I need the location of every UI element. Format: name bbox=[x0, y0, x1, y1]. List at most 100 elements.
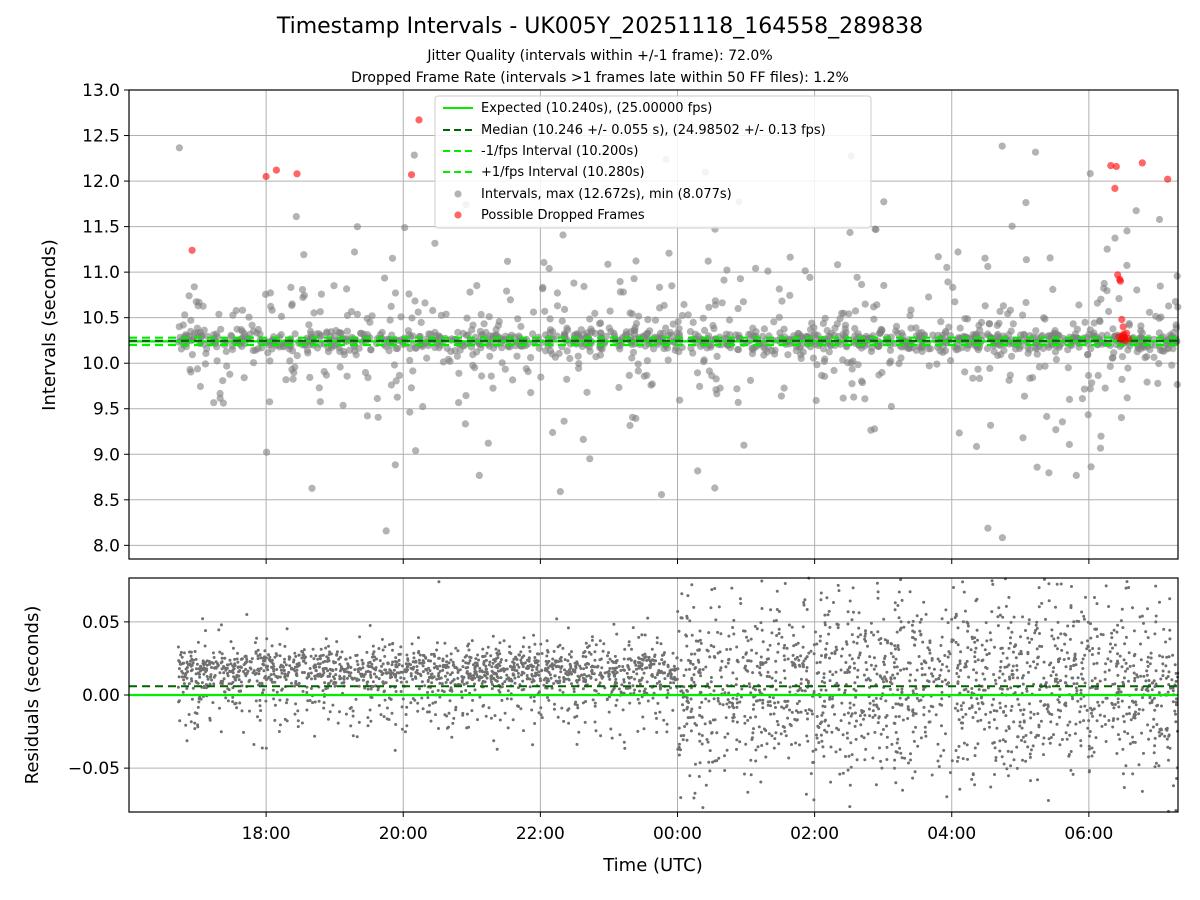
residual-point bbox=[447, 661, 451, 665]
residual-point bbox=[414, 660, 418, 664]
interval-point bbox=[316, 398, 324, 406]
residual-point bbox=[911, 708, 915, 712]
residual-point bbox=[650, 647, 654, 651]
residual-point bbox=[958, 659, 962, 663]
interval-point bbox=[1125, 321, 1133, 329]
residual-point bbox=[1048, 741, 1052, 745]
residual-point bbox=[728, 700, 732, 704]
interval-point bbox=[553, 289, 562, 297]
residual-point bbox=[533, 642, 537, 646]
interval-point bbox=[684, 311, 692, 319]
residual-point bbox=[940, 724, 943, 728]
interval-point bbox=[546, 315, 554, 323]
interval-point bbox=[937, 318, 945, 326]
residual-point bbox=[1108, 650, 1112, 654]
residual-point bbox=[1058, 687, 1062, 691]
residual-point bbox=[827, 609, 831, 613]
residual-point bbox=[384, 681, 388, 685]
residual-point bbox=[790, 625, 794, 629]
residual-point bbox=[263, 655, 266, 659]
interval-point bbox=[651, 316, 660, 324]
residual-point bbox=[946, 655, 950, 659]
interval-point bbox=[998, 534, 1007, 542]
residual-point bbox=[959, 704, 963, 708]
residual-point bbox=[893, 676, 897, 680]
residual-point bbox=[1083, 681, 1087, 685]
residual-point bbox=[972, 668, 976, 672]
residual-point bbox=[521, 671, 525, 675]
residual-point bbox=[338, 669, 342, 673]
residual-point bbox=[278, 654, 282, 658]
residual-point bbox=[856, 675, 859, 679]
residual-point bbox=[709, 676, 713, 679]
residual-point bbox=[805, 734, 809, 738]
residual-point bbox=[881, 728, 885, 731]
residual-point bbox=[201, 668, 205, 672]
residual-point bbox=[328, 650, 332, 654]
residual-point bbox=[1062, 658, 1066, 661]
residual-point bbox=[243, 672, 247, 676]
residual-point bbox=[1146, 664, 1150, 668]
residual-point bbox=[871, 715, 875, 719]
interval-point bbox=[1170, 329, 1178, 337]
interval-point bbox=[462, 392, 470, 400]
residual-point bbox=[991, 582, 995, 586]
residual-point bbox=[786, 699, 790, 703]
residual-point bbox=[649, 659, 653, 663]
residual-point bbox=[772, 712, 776, 716]
residual-point bbox=[473, 682, 476, 686]
residual-point bbox=[495, 672, 499, 676]
interval-point bbox=[739, 298, 748, 306]
interval-point bbox=[353, 223, 361, 231]
residual-point bbox=[1131, 740, 1135, 744]
residual-point bbox=[1111, 719, 1115, 722]
residual-point bbox=[1015, 745, 1019, 749]
residual-point bbox=[465, 670, 469, 673]
residual-point bbox=[969, 648, 973, 652]
residual-point bbox=[494, 647, 498, 651]
residual-point bbox=[338, 662, 342, 666]
residual-point bbox=[201, 659, 205, 663]
residual-point bbox=[513, 676, 517, 680]
legend-plus-fps-label: +1/fps Interval (10.280s) bbox=[481, 165, 645, 180]
residual-point bbox=[362, 675, 366, 678]
residual-point bbox=[607, 651, 610, 655]
residual-point bbox=[284, 678, 288, 682]
residual-point bbox=[997, 676, 1001, 680]
residual-point bbox=[893, 647, 897, 651]
interval-point bbox=[906, 311, 914, 320]
residual-point bbox=[1042, 736, 1046, 740]
residual-point bbox=[190, 663, 194, 667]
interval-point bbox=[560, 417, 568, 425]
residual-point bbox=[184, 723, 188, 727]
interval-point bbox=[712, 375, 720, 383]
residual-point bbox=[855, 641, 859, 645]
legend-median-label: Median (10.246 +/- 0.055 s), (24.98502 +… bbox=[481, 123, 826, 138]
residual-point bbox=[731, 626, 735, 629]
residual-point bbox=[258, 718, 262, 722]
residual-point bbox=[824, 718, 827, 722]
residual-point bbox=[876, 590, 880, 594]
residual-point bbox=[614, 659, 618, 663]
residual-point bbox=[627, 681, 631, 685]
residual-point bbox=[546, 696, 549, 699]
residual-point bbox=[698, 690, 702, 694]
residual-point bbox=[760, 744, 764, 747]
interval-point bbox=[1097, 432, 1105, 440]
residual-point bbox=[447, 711, 451, 715]
residual-point bbox=[966, 624, 970, 628]
residual-point bbox=[546, 661, 550, 665]
residual-point bbox=[533, 656, 537, 659]
residual-point bbox=[331, 703, 335, 707]
interval-point bbox=[374, 413, 382, 421]
residual-point bbox=[878, 746, 881, 750]
residual-point bbox=[532, 633, 536, 637]
residual-point bbox=[344, 657, 348, 661]
residual-point bbox=[939, 754, 943, 758]
residual-point bbox=[464, 689, 468, 692]
residual-point bbox=[950, 759, 954, 763]
residual-point bbox=[374, 666, 378, 670]
interval-point bbox=[1156, 282, 1164, 290]
interval-point bbox=[853, 273, 861, 281]
residual-point bbox=[783, 658, 787, 662]
